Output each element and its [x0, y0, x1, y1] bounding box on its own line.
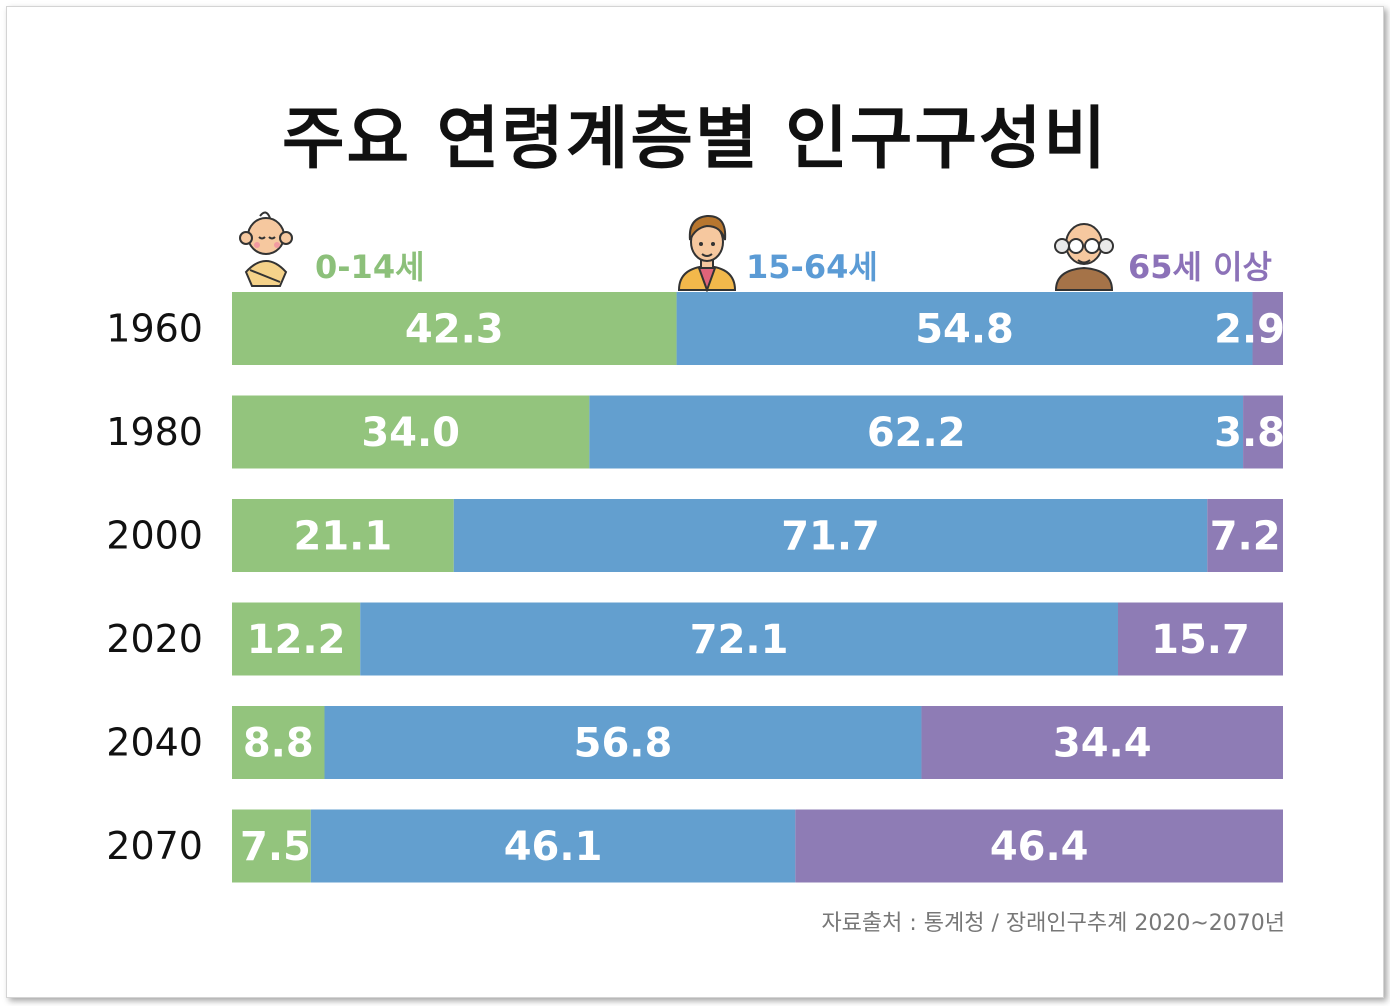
data-label: 8.8: [243, 721, 314, 767]
bar-segment: [589, 395, 1244, 469]
y-axis-label: 2070: [106, 824, 203, 868]
legend-label-1: 0-14세: [315, 248, 425, 286]
y-axis-label: 2020: [106, 617, 203, 661]
data-label: 56.8: [574, 721, 673, 767]
baby-icon: [239, 211, 293, 287]
bar-segment: [1117, 602, 1283, 676]
bar-segment: [232, 706, 325, 779]
chart-title: 주요 연령계층별 인구구성비: [281, 100, 1109, 179]
bar-segment: [1207, 499, 1283, 572]
data-label: 62.2: [867, 410, 966, 456]
bar-segment: [1252, 292, 1283, 365]
bar-segment: [232, 809, 311, 883]
data-label: 34.4: [1053, 721, 1152, 767]
data-label: 46.4: [990, 824, 1089, 870]
bar-segment: [232, 499, 454, 572]
source-note: 자료출처 : 통계청 / 장래인구추계 2020~2070년: [821, 911, 1285, 936]
y-axis-label: 1960: [106, 307, 203, 351]
data-label: 34.0: [361, 410, 460, 456]
elderly-man-icon: [1054, 223, 1114, 291]
bar-segment: [310, 809, 796, 883]
bar-segment: [921, 706, 1283, 779]
bar-segment: [676, 292, 1253, 365]
legend-label-3: 65세 이상: [1128, 248, 1272, 286]
bar-segment: [232, 292, 677, 365]
y-axis-label: 2040: [106, 721, 203, 765]
y-axis-label: 2000: [106, 514, 203, 558]
data-label: 12.2: [247, 617, 346, 663]
data-label: 7.5: [240, 824, 311, 870]
data-label: 15.7: [1151, 617, 1250, 663]
data-label: 3.8: [1214, 410, 1285, 456]
data-label: 54.8: [915, 307, 1014, 353]
bar-segment: [232, 395, 590, 469]
bar-segment: [1243, 395, 1283, 469]
bar-segment: [232, 602, 361, 676]
y-axis-label: 1980: [106, 410, 203, 454]
data-label: 46.1: [504, 824, 603, 870]
data-label: 7.2: [1210, 514, 1281, 560]
bar-segment: [324, 706, 922, 779]
data-label: 21.1: [294, 514, 393, 560]
bar-segment: [453, 499, 1208, 572]
data-label: 71.7: [781, 514, 880, 560]
data-label: 2.9: [1214, 307, 1285, 353]
legend-label-2: 15-64세: [746, 248, 878, 286]
bar-segment: [360, 602, 1118, 676]
data-label: 72.1: [690, 617, 789, 663]
young-man-icon: [677, 214, 737, 293]
bar-segment: [795, 809, 1283, 883]
data-label: 42.3: [405, 307, 504, 353]
